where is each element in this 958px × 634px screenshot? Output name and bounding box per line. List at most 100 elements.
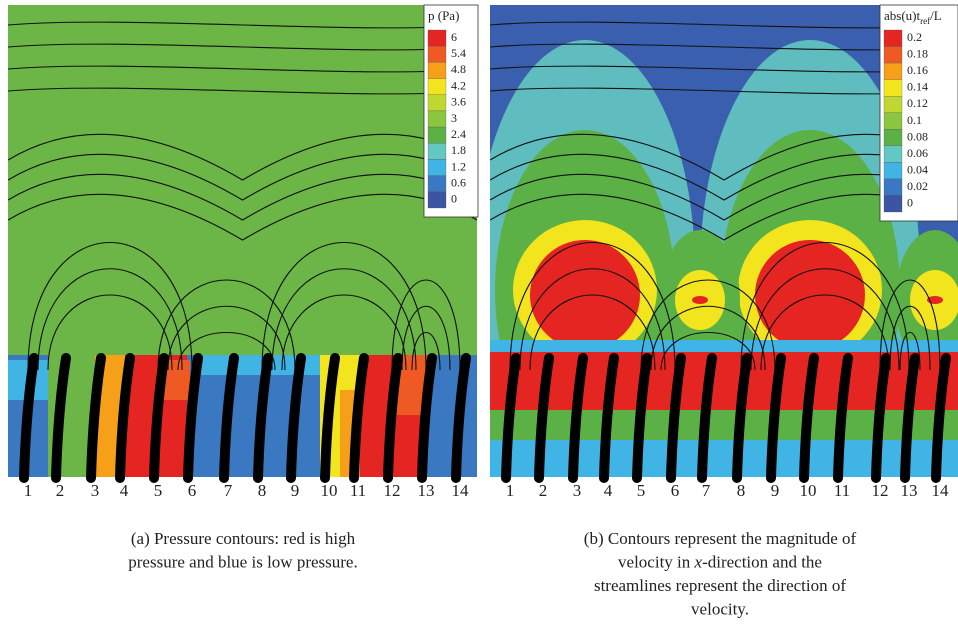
cilium xyxy=(732,353,752,483)
streamline xyxy=(47,294,173,371)
cilium xyxy=(320,353,340,483)
legend-swatch xyxy=(427,78,447,95)
legend-label: 0.12 xyxy=(907,96,928,110)
cilium-label: 5 xyxy=(637,481,646,500)
streamline xyxy=(27,242,193,371)
cilium xyxy=(534,353,554,483)
cilium-label: 13 xyxy=(901,481,918,500)
legend-label: 0.04 xyxy=(907,162,928,176)
cilium xyxy=(417,353,437,483)
legend-label: 1.8 xyxy=(451,143,466,157)
cilium xyxy=(568,353,588,483)
legend-label: 0.08 xyxy=(907,129,928,143)
legend-swatch xyxy=(883,62,903,80)
streamline xyxy=(529,294,656,371)
streamline xyxy=(750,268,900,371)
streamline xyxy=(37,268,183,371)
streamline xyxy=(157,279,296,371)
cilium xyxy=(51,353,71,483)
cilium xyxy=(349,353,369,483)
cilium-label: 14 xyxy=(452,481,470,500)
legend-label: 0.16 xyxy=(907,63,928,77)
legend-label: 4.2 xyxy=(451,78,466,92)
legend-label: 0.18 xyxy=(907,47,928,61)
cilium-label: 10 xyxy=(800,481,817,500)
legend-label: 0.14 xyxy=(907,80,928,94)
cilium-label: 13 xyxy=(418,481,435,500)
cilium xyxy=(799,353,819,483)
legend-swatch xyxy=(883,178,903,196)
cilium-label: 3 xyxy=(573,481,582,500)
cilium-label: 11 xyxy=(834,481,850,500)
streamline-group xyxy=(8,21,477,371)
legend-swatch xyxy=(883,195,903,213)
legend-swatch xyxy=(427,159,447,176)
streamline xyxy=(8,133,477,181)
cilium xyxy=(451,353,471,483)
streamline xyxy=(740,242,910,371)
legend-label: 0.02 xyxy=(907,179,928,193)
legend-label: 1.2 xyxy=(451,159,466,173)
cilium xyxy=(219,353,239,483)
streamline xyxy=(879,279,941,371)
legend-label: 0.1 xyxy=(907,113,922,127)
cilium-label: 6 xyxy=(671,481,680,500)
streamline xyxy=(660,331,756,371)
cilium-label: 7 xyxy=(224,481,233,500)
legend-swatch xyxy=(883,162,903,180)
streamline xyxy=(167,305,286,371)
legend-swatch xyxy=(427,143,447,160)
legend-swatch xyxy=(427,94,447,112)
cilium xyxy=(599,353,619,483)
legend-swatch xyxy=(427,46,447,63)
cilium-label: 1 xyxy=(24,481,33,500)
legend-label: 6 xyxy=(451,30,457,44)
cilium xyxy=(766,353,786,483)
legend-title: p (Pa) xyxy=(428,8,459,23)
legend-label: 0 xyxy=(907,195,913,209)
legend-label: 3.6 xyxy=(451,95,466,109)
legend-swatch xyxy=(883,112,903,130)
cilium xyxy=(253,353,273,483)
caption-text: (a) Pressure contours: red is high xyxy=(131,529,356,548)
cilium xyxy=(115,353,135,483)
cilium-label: 12 xyxy=(384,481,401,500)
streamline xyxy=(8,65,477,73)
legend-label: 2.4 xyxy=(451,127,466,141)
cilium xyxy=(666,353,686,483)
legend-label: 0 xyxy=(451,192,457,206)
legend-swatch xyxy=(883,145,903,163)
legend-swatch xyxy=(883,29,903,47)
legend-label: 4.8 xyxy=(451,62,466,76)
legend-title-part: p (Pa) xyxy=(428,8,459,23)
streamline xyxy=(8,173,477,221)
streamline xyxy=(401,305,451,371)
legend-swatch xyxy=(427,191,447,209)
cilium-label: 10 xyxy=(321,481,338,500)
cilium-label: 11 xyxy=(350,481,366,500)
caption-text: -direction and the xyxy=(702,552,822,571)
streamline xyxy=(391,279,461,371)
caption-line: velocity in x-direction and the xyxy=(618,552,822,571)
caption-line: (a) Pressure contours: red is high xyxy=(131,529,356,548)
cilium-label: 8 xyxy=(258,481,267,500)
legend-label: 0.6 xyxy=(451,175,466,189)
cilium xyxy=(501,353,521,483)
cilium xyxy=(86,353,106,483)
legend-label: 0.2 xyxy=(907,30,922,44)
cilium xyxy=(286,353,306,483)
cilium-label: 9 xyxy=(771,481,780,500)
cilium xyxy=(871,353,891,483)
cilium-label: 8 xyxy=(737,481,746,500)
legend-title: abs(u)tref/L xyxy=(884,8,942,26)
caption-line: (b) Contours represent the magnitude of xyxy=(584,529,857,548)
legend-swatch xyxy=(427,29,447,47)
legend-swatch xyxy=(883,46,903,64)
legend-title-part: abs(u)t xyxy=(884,8,920,23)
streamline xyxy=(509,242,676,371)
cilium xyxy=(19,353,39,483)
cilium xyxy=(900,353,920,483)
cilium-label: 6 xyxy=(188,481,197,500)
legend-swatch xyxy=(427,62,447,79)
legend-label: 5.4 xyxy=(451,46,466,60)
